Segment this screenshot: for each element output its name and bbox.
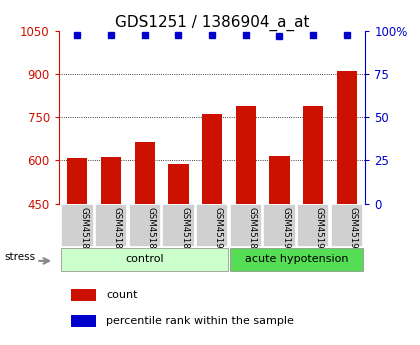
Bar [230,204,262,247]
Bar [61,204,94,247]
Text: GSM45190: GSM45190 [281,207,290,254]
Bar [71,289,96,301]
Bar [303,106,323,333]
Text: GSM45191: GSM45191 [315,207,324,254]
Text: GSM45184: GSM45184 [79,207,88,254]
Bar [236,106,256,333]
Text: GSM45187: GSM45187 [147,207,155,254]
Text: stress: stress [5,252,36,262]
Bar [162,204,194,247]
Text: GSM45188: GSM45188 [247,207,257,254]
Bar [101,157,121,333]
Bar [168,164,189,333]
Bar [230,248,363,271]
Bar [263,204,296,247]
Text: acute hypotension: acute hypotension [244,254,348,264]
Text: percentile rank within the sample: percentile rank within the sample [106,316,294,326]
Bar [61,248,228,271]
Bar [337,71,357,333]
Text: GSM45193: GSM45193 [214,207,223,254]
Text: GSM45186: GSM45186 [113,207,122,254]
Bar [95,204,127,247]
Bar [134,142,155,333]
Bar [331,204,363,247]
Bar [196,204,228,247]
Bar [67,158,87,333]
Text: GSM45189: GSM45189 [180,207,189,254]
Text: count: count [106,290,138,300]
Bar [71,315,96,327]
Text: control: control [126,254,164,264]
Text: GSM45192: GSM45192 [349,207,357,254]
Bar [202,115,222,333]
Bar [269,156,290,333]
Title: GDS1251 / 1386904_a_at: GDS1251 / 1386904_a_at [115,15,310,31]
Bar [297,204,329,247]
Bar [129,204,161,247]
